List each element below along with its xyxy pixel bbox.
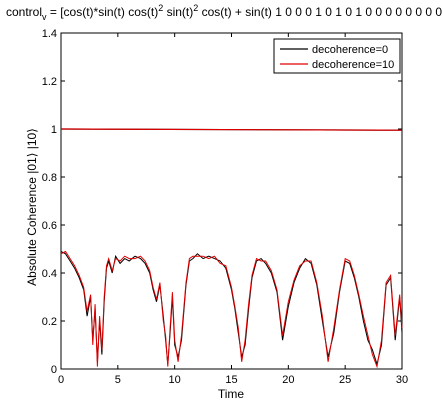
y-tick-label: 1.4 [42,28,57,40]
legend-label: decoherence=0 [312,44,388,56]
x-tick-label: 30 [396,374,408,386]
y-axis-label: Absolute Coherence |01⟩ |10⟩ [25,128,39,286]
title-mid: sin(t) [163,5,193,19]
legend-box [273,38,401,74]
x-tick-label: 25 [339,374,351,386]
title-sup-2: 2 [193,3,198,13]
x-tick-label: 0 [58,374,64,386]
y-tick-label: 1 [51,124,57,136]
series-line-decoherence=10 [60,250,403,369]
plot-area: 0 5 10 15 20 25 30 0 0.2 0.4 0.6 0.8 1 1.2 1.4 decohere… [42,28,408,386]
x-tick-label: 15 [225,374,237,386]
y-tick-label: 0.8 [42,172,57,184]
x-tick-label: 5 [115,374,121,386]
x-tick-label: 10 [169,374,181,386]
plot-frame [60,32,403,370]
series-flat-line-decoherence=10 [60,128,403,131]
title-subscript: v [42,12,47,22]
x-tick-label: 20 [282,374,294,386]
x-axis-label: Time [218,387,245,401]
y-tick-label: 1.2 [42,76,57,88]
series-line-decoherence=0 [60,250,403,367]
y-tick-label: 0.2 [42,316,57,328]
title-main: control [6,5,42,19]
y-tick-label: 0.4 [42,268,57,280]
title-rest: = [cos(t)*sin(t) cos(t) [47,5,159,19]
y-tick-label: 0.6 [42,220,57,232]
chart-title: controlv = [cos(t)*sin(t) cos(t)2 sin(t)… [6,3,443,22]
y-tick-label: 0 [51,364,57,376]
title-end: cos(t) + sin(t) 1 0 0 0 1 0 1 0 1 0 0 0 … [198,5,443,19]
title-sup-1: 2 [158,3,163,13]
legend-label: decoherence=10 [312,59,394,71]
